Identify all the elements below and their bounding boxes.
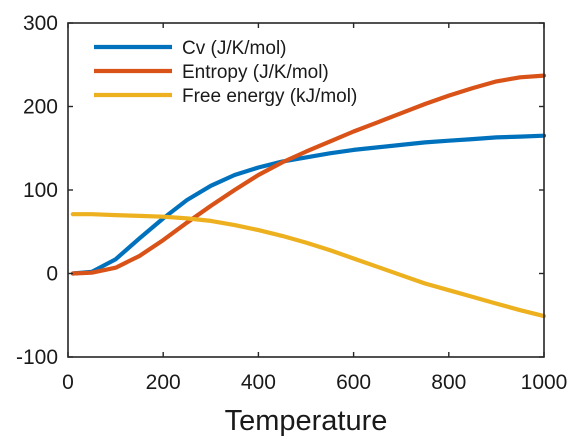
x-tick-label: 400 [241, 371, 276, 394]
legend-label-2: Free energy (kJ/mol) [182, 86, 357, 107]
plot-lines [70, 73, 547, 319]
legend-label-1: Entropy (J/K/mol) [182, 62, 329, 83]
y-tick-label: 100 [23, 179, 58, 202]
y-tick-label: 300 [23, 12, 58, 35]
legend: Cv (J/K/mol) Entropy (J/K/mol) Free energy… [94, 38, 357, 107]
x-axis-label: Temperature [225, 405, 388, 437]
x-tick-label: 0 [62, 371, 74, 394]
series-line-2 [70, 212, 547, 319]
series-line-1 [70, 73, 547, 276]
x-tick-label: 1000 [521, 371, 568, 394]
axis-ticks [67, 22, 545, 358]
y-tick-label: 200 [23, 96, 58, 119]
y-tick-label: 0 [46, 263, 58, 286]
legend-label-0: Cv (J/K/mol) [182, 38, 287, 59]
x-tick-label: 800 [431, 371, 466, 394]
x-tick-label: 200 [146, 371, 181, 394]
series-line-0 [70, 133, 547, 276]
y-tick-label: -100 [16, 346, 58, 369]
x-tick-label: 600 [336, 371, 371, 394]
